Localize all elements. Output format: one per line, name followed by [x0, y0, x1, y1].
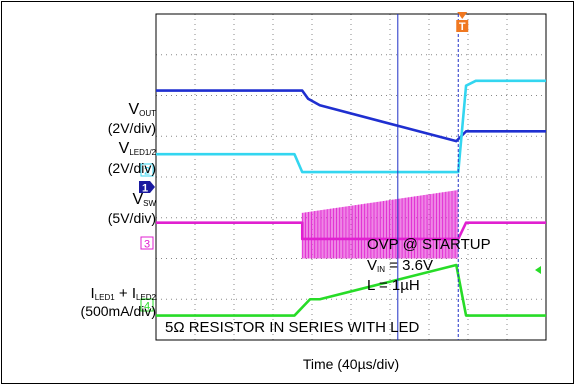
iled-trace [156, 263, 546, 317]
trigger-text: T [459, 21, 466, 33]
vled-scale: (2V/div) [107, 160, 156, 176]
switching-burst [301, 190, 459, 259]
vsw-marker-text: 3 [144, 239, 150, 251]
iled-marker-text: 4 [144, 301, 150, 313]
vled-label: VLED1/2 [118, 140, 156, 157]
annotation-title: OVP @ STARTUP [367, 236, 491, 253]
plot-border [155, 13, 547, 341]
vled-marker-box [140, 163, 154, 177]
trigger-box [456, 20, 469, 32]
annotation-note: 5Ω RESISTOR IN SERIES WITH LED [165, 319, 420, 336]
vsw-marker-box [140, 236, 154, 250]
vled-marker-text: 2 [144, 166, 150, 178]
trigger-arrow [457, 12, 468, 19]
ground-marker-text: 1 [142, 183, 148, 195]
vled-trace [156, 79, 546, 174]
annotation-vin: VIN = 3.6V [367, 257, 433, 274]
vout-label: VOUT [128, 101, 156, 118]
vout-trace [156, 89, 546, 143]
ground-marker-shape [139, 181, 155, 193]
iled-scale: (500mA/div) [80, 303, 156, 319]
right-edge-arrow [535, 266, 541, 274]
x-axis-label: Time (40µs/div) [302, 356, 400, 372]
iled-label: ILED1 + ILED2 [90, 285, 156, 302]
vsw-scale: (5V/div) [107, 210, 156, 226]
vout-scale: (2V/div) [107, 120, 156, 136]
grid-lines [156, 14, 546, 340]
annotation-inductor: L = 1µH [367, 277, 420, 294]
vsw-label: VSW [132, 191, 156, 208]
vsw-trace [156, 221, 546, 241]
iled-marker-box [140, 298, 154, 312]
